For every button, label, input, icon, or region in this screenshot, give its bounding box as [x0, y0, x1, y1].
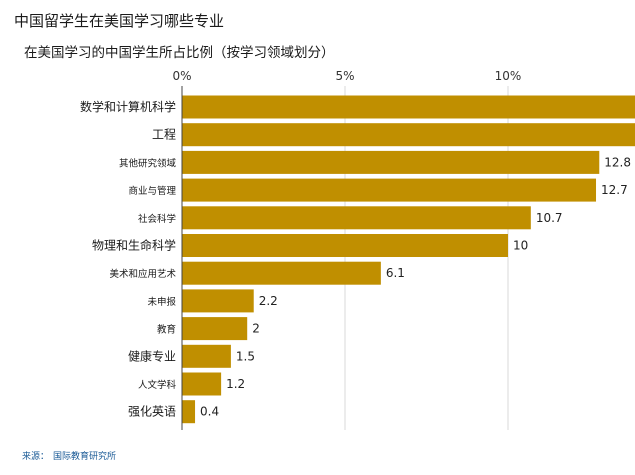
category-label: 健康专业 — [128, 348, 176, 363]
category-label: 其他研究领域 — [119, 157, 177, 169]
category-label: 商业与管理 — [128, 185, 176, 197]
bar — [182, 206, 531, 230]
category-label: 社会科学 — [138, 213, 176, 225]
bar — [182, 344, 231, 368]
value-label: 1.5 — [236, 349, 255, 363]
value-label: 0.4 — [200, 405, 219, 419]
x-tick-label: 0% — [172, 69, 191, 83]
value-label: 10.7 — [536, 211, 563, 225]
x-tick-label: 5% — [335, 69, 354, 83]
category-label: 美术和应用艺术 — [109, 268, 176, 280]
bar — [182, 234, 508, 257]
bar-chart: 0%5%10%15%20%数学和计算机科学23.3%工程17.1其他研究领域12… — [80, 69, 635, 430]
value-label: 10 — [513, 239, 528, 253]
bar — [182, 317, 248, 341]
value-label: 1.2 — [226, 377, 245, 391]
category-label: 数学和计算机科学 — [80, 99, 176, 114]
bar — [182, 372, 222, 396]
bar — [182, 95, 635, 119]
value-label: 2 — [252, 322, 260, 336]
value-label: 2.2 — [259, 294, 278, 308]
x-tick-label: 10% — [495, 69, 522, 83]
value-label: 12.7 — [601, 183, 628, 197]
source-note: 来源： 国际教育研究所 — [22, 449, 116, 462]
category-label: 未申报 — [147, 296, 176, 308]
bar — [182, 178, 597, 202]
bar — [182, 123, 635, 147]
bar — [182, 261, 381, 285]
category-label: 人文学科 — [138, 379, 177, 391]
category-label: 强化英语 — [128, 405, 176, 419]
chart-title: 中国留学生在美国学习哪些专业 — [14, 12, 225, 30]
bar — [182, 289, 254, 313]
category-label: 教育 — [157, 324, 176, 336]
value-label: 12.8 — [604, 155, 631, 169]
chart-subtitle: 在美国学习的中国学生所占比例（按学习领域划分） — [24, 45, 335, 61]
value-label: 6.1 — [386, 266, 405, 280]
category-label: 物理和生命科学 — [92, 238, 176, 253]
source-label: 来源： — [22, 452, 50, 462]
source-name: 国际教育研究所 — [53, 452, 117, 462]
bar — [182, 400, 196, 424]
bar — [182, 150, 600, 174]
category-label: 工程 — [152, 127, 176, 142]
